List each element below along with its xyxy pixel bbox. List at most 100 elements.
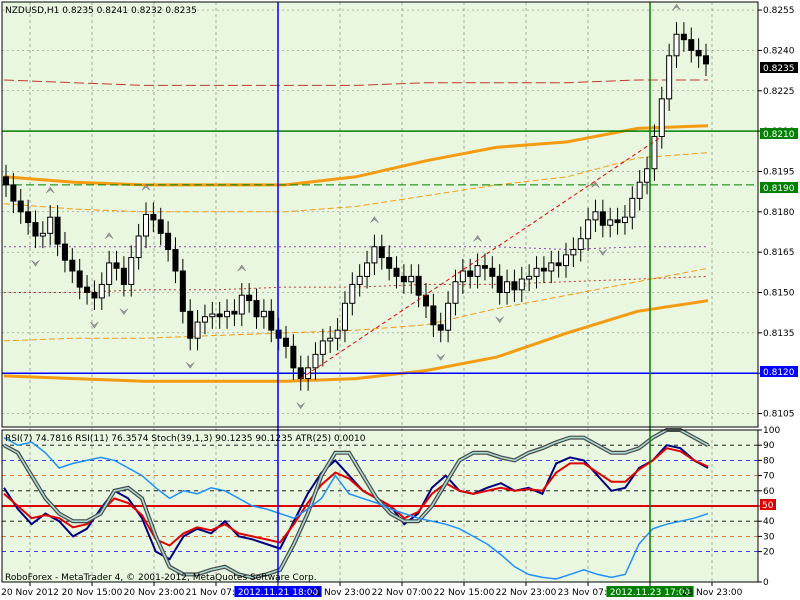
candle-body bbox=[143, 214, 149, 237]
price-tag-green: 0.8210 bbox=[760, 128, 798, 140]
candle-body bbox=[135, 235, 142, 259]
level-50-tag: 50 bbox=[760, 499, 776, 511]
candlesticks bbox=[3, 22, 709, 391]
band-red-dotted-mid bbox=[4, 275, 709, 293]
fractal-down-marker bbox=[31, 260, 40, 267]
candle-body bbox=[334, 329, 341, 339]
price-tick-label: 0.8135 bbox=[763, 329, 795, 339]
candle-body bbox=[10, 184, 17, 202]
time-tick-label: 23 Nov 23:00 bbox=[682, 588, 743, 598]
price-tag-current: 0.8235 bbox=[760, 62, 798, 74]
candle-body bbox=[518, 278, 525, 291]
band-lower-orange bbox=[3, 299, 709, 383]
time-axis: 20 Nov 2012 20 Nov 15:00 20 Nov 23:00 21 No… bbox=[1, 582, 743, 598]
band-upper-orange-thin bbox=[3, 152, 709, 213]
time-tag-bg bbox=[234, 586, 322, 597]
indicator-lines bbox=[3, 428, 709, 580]
candle-body bbox=[585, 219, 592, 240]
indicator-tick-label: 60 bbox=[763, 487, 775, 497]
time-tick-label: 21 Nov 07:00 bbox=[186, 588, 247, 598]
candle-body bbox=[54, 216, 61, 245]
candle-body bbox=[290, 345, 297, 369]
candle-body bbox=[607, 219, 614, 226]
candle-body bbox=[61, 243, 68, 261]
time-tick-label: 21 Nov 23:00 bbox=[310, 588, 371, 598]
time-tick-label: 20 Nov 15:00 bbox=[62, 588, 123, 598]
price-tick-label: 0.8165 bbox=[763, 248, 795, 258]
fractal-down-marker bbox=[436, 354, 445, 361]
candle-body bbox=[504, 281, 511, 294]
candle-body bbox=[393, 267, 400, 277]
candle-body bbox=[621, 216, 628, 224]
candle-body bbox=[47, 216, 54, 234]
candle-body bbox=[680, 33, 687, 41]
candle-body bbox=[165, 232, 172, 250]
svg-text:0.8120: 0.8120 bbox=[763, 368, 795, 378]
candle-body bbox=[408, 275, 415, 283]
indicator-tick-label: 0 bbox=[763, 578, 769, 588]
candle-body bbox=[592, 211, 599, 221]
candle-body bbox=[194, 321, 201, 339]
indicator-tick-label: 40 bbox=[763, 517, 775, 527]
band-lines bbox=[3, 79, 709, 383]
candle-body bbox=[563, 254, 569, 267]
candle-body bbox=[150, 214, 157, 221]
band-lower-orange-thin bbox=[3, 267, 709, 342]
candle-body bbox=[187, 310, 194, 339]
candle-body bbox=[231, 310, 238, 315]
fractal-up-marker bbox=[672, 3, 681, 11]
candle-body bbox=[238, 294, 245, 315]
candle-body bbox=[25, 211, 32, 224]
candle-body bbox=[430, 305, 437, 326]
candle-body bbox=[481, 265, 488, 269]
candle-body bbox=[17, 200, 24, 213]
candle-body bbox=[157, 219, 164, 234]
candle-body bbox=[540, 267, 547, 272]
svg-text:0.8210: 0.8210 bbox=[763, 130, 795, 140]
price-tick-label: 0.8195 bbox=[763, 167, 795, 177]
fractal-down-marker bbox=[296, 402, 305, 410]
candle-body bbox=[319, 340, 326, 355]
time-tick-label: 2012.11.21 18:00 bbox=[238, 588, 319, 598]
fractal-up-marker bbox=[370, 216, 379, 223]
indicator-tick-label: 20 bbox=[763, 548, 775, 558]
candle-body bbox=[283, 337, 289, 347]
candle-body bbox=[459, 270, 466, 283]
candle-body bbox=[577, 238, 584, 250]
fractal-down-marker bbox=[90, 321, 99, 329]
candle-body bbox=[120, 267, 127, 285]
candle-body bbox=[695, 49, 702, 57]
indicator-tick-label: 90 bbox=[763, 441, 775, 451]
horizontal-levels bbox=[2, 130, 758, 374]
time-tick-label: 2012.11.23 17:00 bbox=[610, 588, 691, 598]
candle-body bbox=[452, 281, 459, 304]
svg-text:50: 50 bbox=[762, 501, 774, 511]
candle-body bbox=[371, 246, 378, 264]
time-tick-label: 22 Nov 15:00 bbox=[434, 588, 495, 598]
time-tick-label: 23 Nov 07:00 bbox=[558, 588, 619, 598]
candle-body bbox=[599, 211, 606, 226]
price-tick-label: 0.8105 bbox=[763, 410, 795, 420]
indicator-title: RSI(7) 74.7816 RSI(11) 76.3574 Stoch(39,… bbox=[5, 434, 366, 444]
candle-body bbox=[260, 310, 267, 318]
candle-body bbox=[209, 313, 216, 318]
candle-body bbox=[445, 302, 452, 331]
candle-body bbox=[201, 316, 208, 323]
main-title: NZDUSD,H1 0.8235 0.8241 0.8232 0.8235 bbox=[5, 6, 197, 16]
candle-body bbox=[341, 302, 348, 331]
candle-body bbox=[423, 294, 429, 307]
indicator-tick-label: 30 bbox=[763, 532, 775, 542]
candle-body bbox=[526, 275, 533, 280]
fractal-down-marker bbox=[598, 249, 608, 256]
candle-body bbox=[629, 197, 636, 218]
candle-body bbox=[69, 259, 76, 272]
candle-body bbox=[76, 270, 83, 288]
svg-text:0.8190: 0.8190 bbox=[763, 184, 795, 194]
band-purple-dotted bbox=[4, 246, 708, 251]
candle-body bbox=[703, 55, 709, 65]
candle-body bbox=[651, 135, 658, 170]
price-tick-label: 0.8225 bbox=[763, 87, 795, 97]
time-tick-label: 22 Nov 23:00 bbox=[496, 588, 557, 598]
candle-body bbox=[474, 265, 481, 277]
candle-body bbox=[548, 262, 555, 272]
